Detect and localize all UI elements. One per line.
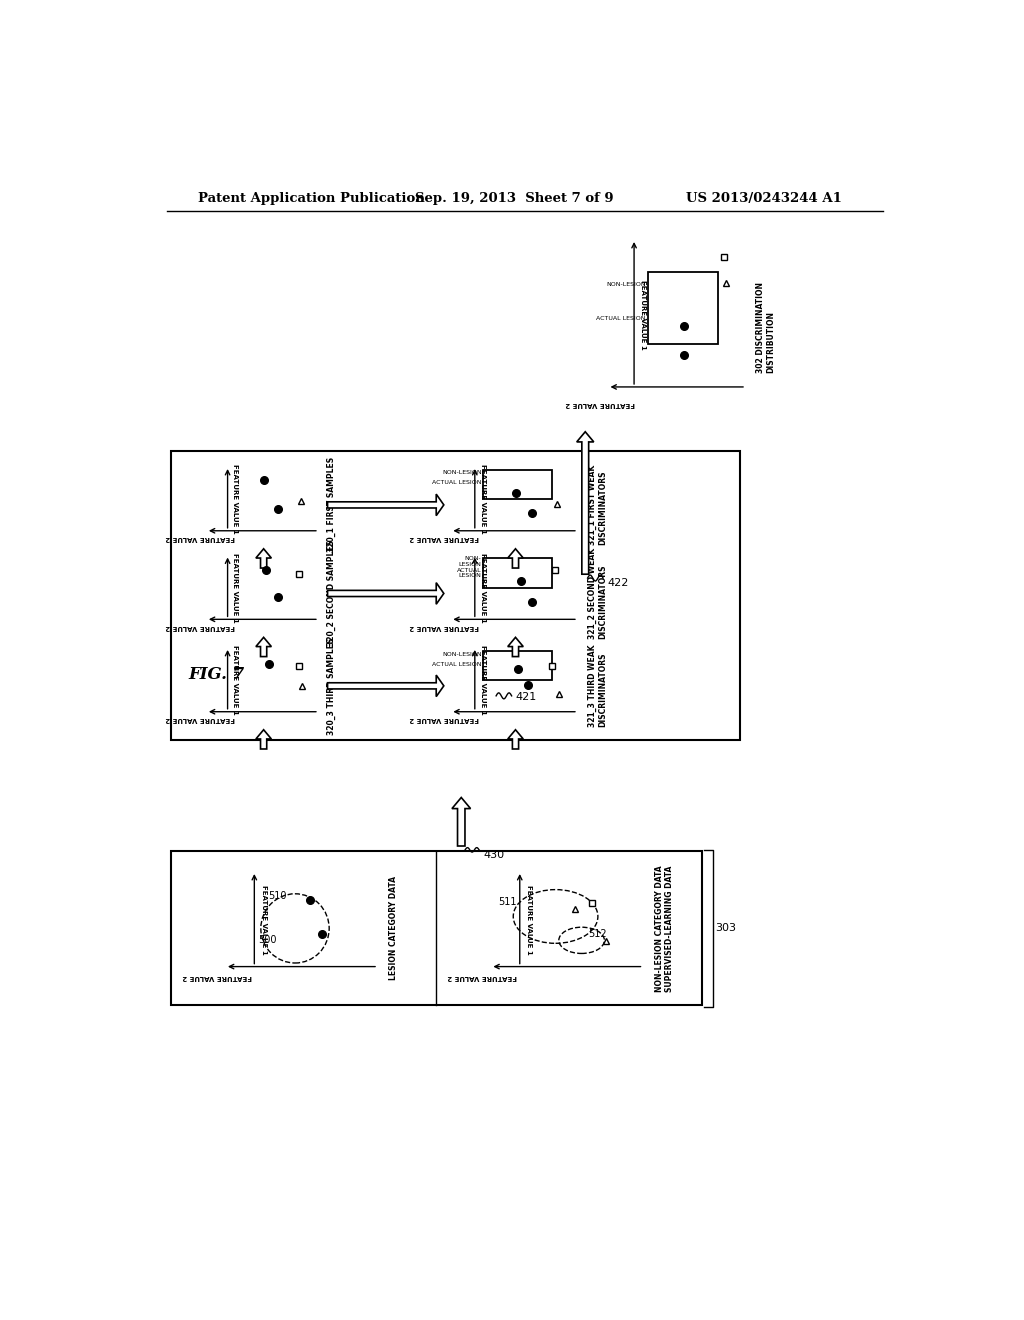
Text: 302 DISCRIMINATION
DISTRIBUTION: 302 DISCRIMINATION DISTRIBUTION xyxy=(757,282,776,374)
Text: FIG. 7: FIG. 7 xyxy=(188,665,245,682)
Text: NON-LESION CATEGORY DATA
SUPERVISED-LEARNING DATA: NON-LESION CATEGORY DATA SUPERVISED-LEAR… xyxy=(654,865,674,991)
Polygon shape xyxy=(508,549,523,568)
Text: FEATURE VALUE 2: FEATURE VALUE 2 xyxy=(166,623,236,630)
Bar xyxy=(483,558,552,587)
Text: Patent Application Publication: Patent Application Publication xyxy=(198,191,425,205)
Text: NON-LESION: NON-LESION xyxy=(606,282,646,286)
Text: FEATURE VALUE 1: FEATURE VALUE 1 xyxy=(232,465,239,535)
Text: ACTUAL
LESION: ACTUAL LESION xyxy=(457,568,481,578)
Text: FEATURE VALUE 1: FEATURE VALUE 1 xyxy=(640,280,646,350)
Text: ACTUAL LESION: ACTUAL LESION xyxy=(432,480,481,486)
Polygon shape xyxy=(256,730,271,748)
Text: 303: 303 xyxy=(716,924,736,933)
Text: 321_2 SECOND WEAK
DISCRIMINATORS: 321_2 SECOND WEAK DISCRIMINATORS xyxy=(588,548,607,639)
Polygon shape xyxy=(328,494,443,516)
Text: US 2013/0243244 A1: US 2013/0243244 A1 xyxy=(686,191,842,205)
Text: FEATURE VALUE 2: FEATURE VALUE 2 xyxy=(166,715,236,722)
Text: 512: 512 xyxy=(588,929,607,940)
Text: ACTUAL LESION: ACTUAL LESION xyxy=(432,663,481,668)
Text: NON-LESION: NON-LESION xyxy=(442,470,481,475)
Text: 510: 510 xyxy=(268,891,287,902)
Text: FEATURE VALUE 1: FEATURE VALUE 1 xyxy=(480,465,486,535)
Polygon shape xyxy=(452,797,471,846)
Text: FEATURE VALUE 2: FEATURE VALUE 2 xyxy=(409,535,478,541)
Text: FEATURE VALUE 2: FEATURE VALUE 2 xyxy=(166,535,236,541)
Polygon shape xyxy=(256,638,271,656)
Text: FEATURE VALUE 1: FEATURE VALUE 1 xyxy=(232,645,239,715)
Polygon shape xyxy=(328,582,443,605)
Polygon shape xyxy=(256,549,271,568)
Polygon shape xyxy=(577,432,594,574)
Text: 422: 422 xyxy=(607,578,629,589)
Text: FEATURE VALUE 1: FEATURE VALUE 1 xyxy=(480,553,486,623)
Text: 421: 421 xyxy=(515,693,537,702)
Text: 321_1 FIRST WEAK
DISCRIMINATORS: 321_1 FIRST WEAK DISCRIMINATORS xyxy=(588,465,607,545)
Text: FEATURE VALUE 2: FEATURE VALUE 2 xyxy=(182,974,252,981)
Text: NON-
LESION: NON- LESION xyxy=(459,556,481,566)
Text: LESION CATEGORY DATA: LESION CATEGORY DATA xyxy=(389,876,398,981)
Text: 430: 430 xyxy=(483,850,504,861)
Bar xyxy=(171,451,740,739)
Text: 320_2 SECOND SAMPLES: 320_2 SECOND SAMPLES xyxy=(328,540,337,647)
Bar xyxy=(483,651,552,680)
Text: ACTUAL LESION: ACTUAL LESION xyxy=(596,315,646,321)
Text: 320_3 THIRD SAMPLES: 320_3 THIRD SAMPLES xyxy=(328,638,337,734)
Text: 511: 511 xyxy=(498,898,516,907)
Polygon shape xyxy=(508,638,523,656)
Text: Sep. 19, 2013  Sheet 7 of 9: Sep. 19, 2013 Sheet 7 of 9 xyxy=(415,191,613,205)
Text: FEATURE VALUE 2: FEATURE VALUE 2 xyxy=(409,623,478,630)
Text: 500: 500 xyxy=(259,936,278,945)
Bar xyxy=(483,470,552,499)
Text: FEATURE VALUE 2: FEATURE VALUE 2 xyxy=(565,400,635,407)
Polygon shape xyxy=(508,730,523,748)
Text: FEATURE VALUE 2: FEATURE VALUE 2 xyxy=(409,715,478,722)
Text: FEATURE VALUE 1: FEATURE VALUE 1 xyxy=(261,886,267,954)
Bar xyxy=(171,851,701,1006)
Text: FEATURE VALUE 1: FEATURE VALUE 1 xyxy=(526,886,532,954)
Text: FEATURE VALUE 1: FEATURE VALUE 1 xyxy=(480,645,486,715)
Text: FEATURE VALUE 2: FEATURE VALUE 2 xyxy=(447,974,517,981)
Text: FEATURE VALUE 1: FEATURE VALUE 1 xyxy=(232,553,239,623)
Polygon shape xyxy=(328,675,443,697)
Text: 321_3 THIRD WEAK
DISCRIMINATORS: 321_3 THIRD WEAK DISCRIMINATORS xyxy=(588,644,607,727)
Text: 320_1 FIRST SAMPLES: 320_1 FIRST SAMPLES xyxy=(328,457,337,553)
Text: NON-LESION: NON-LESION xyxy=(442,652,481,656)
Bar xyxy=(647,272,718,343)
